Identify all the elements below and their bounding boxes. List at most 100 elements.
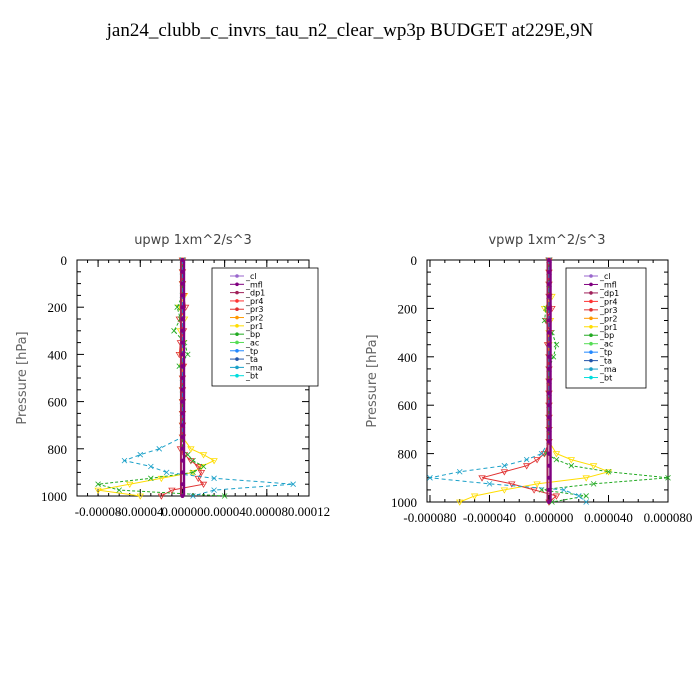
legend-item: _ac: [584, 340, 613, 349]
data-point-ma: [427, 475, 433, 481]
legend-label: _ma: [245, 363, 263, 372]
data-point-mfl: [546, 415, 551, 420]
data-point-mfl: [180, 435, 185, 439]
legend-label: _tp: [245, 347, 258, 356]
legend-label: _mfl: [599, 280, 617, 289]
y-tick-label: 1000: [41, 489, 67, 504]
data-point-mfl: [180, 269, 185, 274]
legend-marker: [589, 375, 593, 380]
legend-item: _cl: [584, 272, 611, 281]
y-tick-label: 1000: [391, 495, 417, 510]
data-point-bp: [171, 328, 177, 334]
legend-marker: [235, 332, 239, 336]
data-point-mfl: [180, 364, 185, 369]
data-point-ma: [290, 481, 296, 487]
legend-label: _cl: [599, 272, 611, 281]
legend-label: _dp1: [599, 289, 619, 298]
data-point-mfl: [180, 281, 185, 286]
legend-marker: [589, 324, 593, 329]
legend-marker: [589, 316, 593, 321]
legend-marker: [589, 299, 593, 304]
y-tick-label: 800: [398, 447, 418, 462]
data-point-mfl: [546, 318, 551, 323]
legend-marker: [589, 367, 593, 371]
data-point-ma: [456, 468, 463, 475]
data-point-bp: [568, 462, 575, 469]
data-point-ma: [211, 475, 217, 482]
legend-marker: [589, 333, 593, 338]
y-tick-label: 0: [411, 253, 418, 268]
legend-item: _ma: [230, 363, 263, 372]
data-point-mfl: [546, 500, 551, 504]
y-tick-label: 600: [48, 395, 68, 410]
y-tick-label: 0: [61, 253, 68, 268]
data-point-pr3: [168, 487, 176, 494]
y-tick-label: 200: [48, 300, 68, 315]
legend-item: _dp1: [584, 289, 619, 298]
legend-item: _mfl: [584, 280, 617, 289]
legend-item: _pr4: [230, 297, 263, 306]
data-point-mfl: [180, 446, 185, 451]
data-point-bp: [553, 341, 560, 348]
data-point-mfl: [546, 427, 551, 432]
data-point-bp: [553, 456, 560, 463]
legend-item: _pr4: [584, 297, 617, 306]
legend-label: _ac: [245, 338, 259, 347]
y-axis-label: Pressure [hPa]: [15, 331, 30, 424]
data-point-pr3: [522, 463, 531, 470]
data-point-ma: [121, 457, 128, 464]
legend-marker: [235, 274, 239, 278]
data-point-bp: [200, 463, 207, 470]
data-point-bp: [665, 475, 671, 481]
legend-label: _ta: [245, 355, 258, 364]
series-line-pr3: [481, 260, 558, 503]
data-point-pr1: [567, 457, 576, 464]
x-tick-label: 0.00000: [161, 504, 203, 519]
data-point-bp: [590, 481, 597, 487]
data-point-mfl: [546, 487, 551, 492]
data-point-ma: [501, 462, 508, 469]
data-point-mfl: [546, 270, 551, 275]
legend-marker: [235, 324, 239, 328]
y-tick-label: 800: [48, 442, 68, 457]
data-point-pr3: [478, 475, 486, 482]
x-tick-label: -0.00008: [75, 504, 122, 519]
data-point-bp: [116, 487, 122, 493]
data-point-ma: [523, 456, 530, 463]
data-point-mfl: [546, 306, 551, 311]
data-point-mfl: [546, 451, 551, 456]
y-axis-label: Pressure [hPa]: [365, 334, 380, 427]
data-point-mfl: [180, 482, 185, 487]
legend-marker: [589, 282, 593, 287]
data-point-ma: [561, 487, 567, 493]
data-point-mfl: [546, 366, 551, 371]
legend-marker: [589, 350, 593, 354]
data-point-mfl: [546, 475, 551, 480]
data-point-ma: [190, 493, 196, 499]
legend-item: _bp: [230, 330, 260, 339]
legend-marker: [589, 274, 593, 278]
y-tick-label: 400: [398, 350, 418, 365]
data-point-bp: [605, 468, 612, 475]
data-point-mfl: [546, 282, 551, 287]
x-tick-label: 0.00004: [204, 504, 247, 519]
data-point-pr3: [508, 481, 516, 488]
data-point-mfl: [180, 494, 185, 498]
data-point-bp: [541, 317, 548, 324]
legend-label: _ac: [599, 340, 613, 349]
data-point-ma: [148, 463, 154, 470]
data-point-bp: [184, 451, 191, 458]
panel-2: vpwp 1xm^2/s^3 Pressure [hPa] 0 200 400 600 80…: [365, 233, 692, 525]
y-tick-label: 200: [398, 301, 418, 316]
data-point-mfl: [180, 340, 185, 345]
x-tick-label: 0.000040: [584, 510, 633, 525]
data-point-mfl: [180, 305, 185, 310]
panel-1: upwp 1xm^2/s^3 Pressure [hPa] 0 200 400 600 80…: [15, 233, 330, 519]
legend-label: _pr3: [599, 306, 617, 315]
legend-label: _pr1: [599, 323, 617, 332]
legend-marker: [235, 282, 239, 287]
data-point-pr1: [456, 499, 464, 506]
legend-marker: [589, 358, 593, 363]
data-point-mfl: [180, 317, 185, 321]
data-point-mfl: [546, 258, 551, 262]
